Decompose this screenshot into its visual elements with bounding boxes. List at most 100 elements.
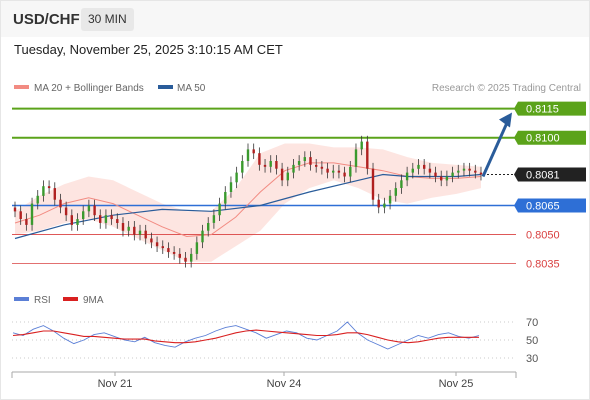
legend-swatch-ma50: [158, 85, 173, 89]
candle-body: [377, 199, 380, 208]
candle-body: [110, 215, 113, 220]
price-label-0.8065: 0.8065: [526, 201, 560, 213]
rsi-ma-line: [12, 329, 479, 344]
candle-body: [411, 168, 414, 173]
candle-body: [47, 186, 51, 189]
candle-body: [343, 172, 346, 177]
candle-body: [275, 161, 278, 169]
candle-body: [218, 203, 221, 216]
candle-body: [440, 176, 443, 181]
candle-body: [326, 168, 329, 173]
candle-body: [263, 164, 267, 167]
candle-body: [195, 242, 199, 254]
candle-body: [258, 153, 261, 165]
candle-body: [36, 195, 39, 204]
candle-body: [76, 219, 79, 225]
candle-body: [405, 172, 409, 181]
candle-body: [383, 203, 386, 208]
candle-body: [229, 182, 233, 192]
candle-body: [423, 164, 426, 169]
legend-swatch-9ma: [63, 297, 78, 301]
candle-body: [82, 211, 85, 219]
candle-body: [286, 172, 289, 181]
candle-body: [252, 149, 255, 154]
candle-body: [25, 219, 28, 225]
legend-label-9ma: 9MA: [83, 295, 104, 306]
legend-label-bollinger: MA 20 + Bollinger Bands: [34, 83, 144, 94]
candle-body: [104, 215, 108, 223]
candle-body: [371, 168, 375, 200]
candle-body: [349, 166, 352, 177]
bollinger-band: [15, 143, 481, 262]
candle-body: [99, 215, 102, 223]
candle-body: [172, 252, 176, 254]
candle-body: [19, 211, 22, 219]
candle-body: [167, 248, 170, 252]
candle-body: [315, 164, 318, 167]
candle-body: [53, 188, 56, 200]
candle-body: [332, 170, 335, 173]
forecast-arrow-shaft: [481, 119, 510, 178]
candle-body: [144, 230, 147, 239]
candle-body: [30, 203, 34, 225]
candle-body: [337, 170, 341, 173]
candle-body: [297, 161, 301, 165]
candle-body: [150, 238, 153, 243]
price-tag-0.8065: [514, 198, 586, 213]
candle-body: [70, 215, 73, 225]
price-label-0.8115: 0.8115: [526, 104, 559, 116]
candle-body: [121, 223, 125, 231]
price-label-0.8100: 0.8100: [526, 133, 560, 145]
candle-body: [235, 172, 238, 183]
candle-body: [87, 205, 91, 212]
candle-body: [434, 172, 437, 177]
price-label-0.8081: 0.8081: [526, 170, 560, 182]
candle-body: [184, 257, 187, 262]
legend-swatch-bollinger: [14, 85, 29, 89]
candle-body: [212, 215, 216, 223]
legend-label-rsi: RSI: [34, 295, 51, 306]
candle-body: [462, 168, 466, 171]
candle-body: [360, 141, 363, 150]
candle-body: [59, 199, 62, 208]
candle-body: [161, 246, 164, 249]
candle-body: [269, 161, 272, 167]
candle-body: [155, 242, 159, 247]
candle-body: [280, 168, 284, 181]
x-tick-label: Nov 21: [98, 378, 133, 390]
candle-body: [127, 226, 130, 231]
candle-body: [190, 253, 193, 262]
rsi-line: [12, 321, 480, 350]
price-label-0.8050: 0.8050: [526, 230, 560, 242]
candle-body: [93, 205, 96, 216]
timestamp: Tuesday, November 25, 2025 3:10:15 AM CE…: [14, 42, 283, 57]
rsi-tick-30: 30: [526, 353, 538, 365]
candle-body: [445, 176, 449, 181]
candle-body: [309, 157, 312, 165]
candle-body: [303, 157, 306, 161]
candle-body: [417, 164, 420, 169]
candle-body: [394, 188, 397, 196]
candle-body: [201, 230, 204, 243]
candle-body: [42, 186, 45, 196]
candle-body: [479, 172, 483, 175]
research-credit: Research © 2025 Trading Central: [432, 83, 581, 94]
candle-body: [133, 226, 136, 235]
x-tick-label: Nov 25: [439, 378, 474, 390]
candle-body: [207, 223, 210, 231]
price-tag-0.8100: [514, 130, 586, 145]
rsi-tick-50: 50: [526, 335, 538, 347]
x-axis: Nov 21 Nov 24 Nov 25: [11, 371, 517, 390]
candle-body: [468, 168, 471, 171]
candle-body: [246, 149, 250, 161]
timeframe-button[interactable]: 30 MIN: [81, 8, 134, 31]
candle-body: [451, 172, 454, 177]
price-label-0.8035: 0.8035: [526, 259, 560, 271]
price-panel: 0.8115 0.8100 0.8081 0.8065 0.8050 0.8035: [12, 101, 586, 271]
candle-body: [457, 170, 460, 173]
legend-swatch-rsi: [14, 297, 29, 301]
candle-body: [388, 195, 392, 204]
candle-body: [354, 149, 358, 167]
candle-body: [224, 192, 227, 204]
